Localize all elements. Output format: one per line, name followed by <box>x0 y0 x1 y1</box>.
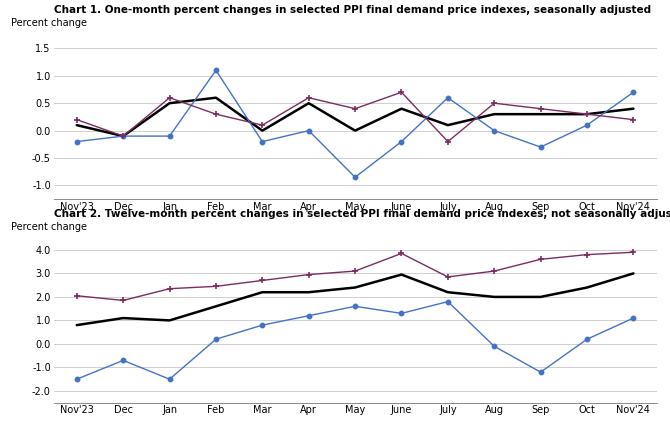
Final demand <box>351 128 359 133</box>
Final demand services <box>629 250 637 255</box>
Final demand goods <box>259 139 267 144</box>
Final demand goods <box>305 313 313 318</box>
Text: Chart 1. One-month percent changes in selected PPI final demand price indexes, s: Chart 1. One-month percent changes in se… <box>54 5 651 15</box>
Final demand <box>397 272 405 277</box>
Legend: Final demand, Final demand goods, Final demand services: Final demand, Final demand goods, Final … <box>58 250 427 260</box>
Final demand services <box>351 106 359 111</box>
Final demand <box>583 285 591 290</box>
Final demand <box>490 294 498 300</box>
Line: Final demand services: Final demand services <box>73 89 637 145</box>
Final demand <box>444 123 452 128</box>
Final demand <box>305 290 313 295</box>
Final demand goods <box>73 139 81 144</box>
Final demand <box>490 112 498 117</box>
Text: Chart 2. Twelve-month percent changes in selected PPI final demand price indexes: Chart 2. Twelve-month percent changes in… <box>54 209 670 219</box>
Line: Final demand services: Final demand services <box>73 249 637 304</box>
Final demand services <box>259 278 267 283</box>
Final demand services <box>583 252 591 257</box>
Final demand goods <box>397 139 405 144</box>
Final demand <box>165 100 174 106</box>
Final demand services <box>397 90 405 95</box>
Final demand services <box>490 100 498 106</box>
Final demand <box>212 95 220 100</box>
Line: Final demand goods: Final demand goods <box>74 299 636 381</box>
Final demand services <box>212 284 220 289</box>
Final demand <box>259 128 267 133</box>
Text: Percent change: Percent change <box>11 222 87 232</box>
Final demand goods <box>119 358 127 363</box>
Final demand goods <box>537 145 545 150</box>
Final demand goods <box>629 316 637 321</box>
Final demand <box>351 285 359 290</box>
Final demand services <box>490 268 498 274</box>
Final demand services <box>165 286 174 291</box>
Final demand services <box>583 112 591 117</box>
Final demand goods <box>629 90 637 95</box>
Final demand goods <box>490 128 498 133</box>
Final demand services <box>629 117 637 122</box>
Final demand goods <box>490 344 498 349</box>
Final demand <box>444 290 452 295</box>
Final demand goods <box>397 311 405 316</box>
Final demand goods <box>73 377 81 382</box>
Final demand <box>212 304 220 309</box>
Final demand services <box>537 106 545 111</box>
Final demand <box>165 318 174 323</box>
Line: Final demand goods: Final demand goods <box>74 68 636 179</box>
Final demand <box>397 106 405 111</box>
Final demand services <box>397 251 405 256</box>
Final demand <box>537 294 545 300</box>
Line: Final demand: Final demand <box>77 98 633 136</box>
Final demand <box>73 123 81 128</box>
Text: Percent change: Percent change <box>11 18 87 28</box>
Final demand goods <box>212 68 220 73</box>
Final demand goods <box>351 304 359 309</box>
Final demand services <box>73 293 81 298</box>
Final demand services <box>259 123 267 128</box>
Final demand services <box>537 257 545 262</box>
Final demand services <box>444 139 452 144</box>
Final demand <box>119 316 127 321</box>
Final demand <box>537 112 545 117</box>
Final demand goods <box>165 133 174 139</box>
Line: Final demand: Final demand <box>77 273 633 325</box>
Final demand <box>119 133 127 139</box>
Final demand <box>73 323 81 328</box>
Final demand goods <box>259 323 267 328</box>
Final demand goods <box>537 369 545 375</box>
Final demand services <box>165 95 174 100</box>
Final demand services <box>305 95 313 100</box>
Final demand <box>629 106 637 111</box>
Final demand goods <box>583 336 591 342</box>
Final demand goods <box>583 123 591 128</box>
Final demand goods <box>444 299 452 304</box>
Final demand services <box>119 298 127 303</box>
Final demand goods <box>305 128 313 133</box>
Final demand services <box>73 117 81 122</box>
Final demand <box>583 112 591 117</box>
Final demand goods <box>444 95 452 100</box>
Final demand goods <box>212 336 220 342</box>
Final demand services <box>212 112 220 117</box>
Final demand goods <box>351 174 359 180</box>
Final demand services <box>444 275 452 280</box>
Final demand services <box>305 272 313 277</box>
Final demand goods <box>165 377 174 382</box>
Final demand <box>305 100 313 106</box>
Final demand <box>629 271 637 276</box>
Final demand services <box>119 133 127 139</box>
Final demand services <box>351 268 359 274</box>
Final demand goods <box>119 133 127 139</box>
Final demand <box>259 290 267 295</box>
